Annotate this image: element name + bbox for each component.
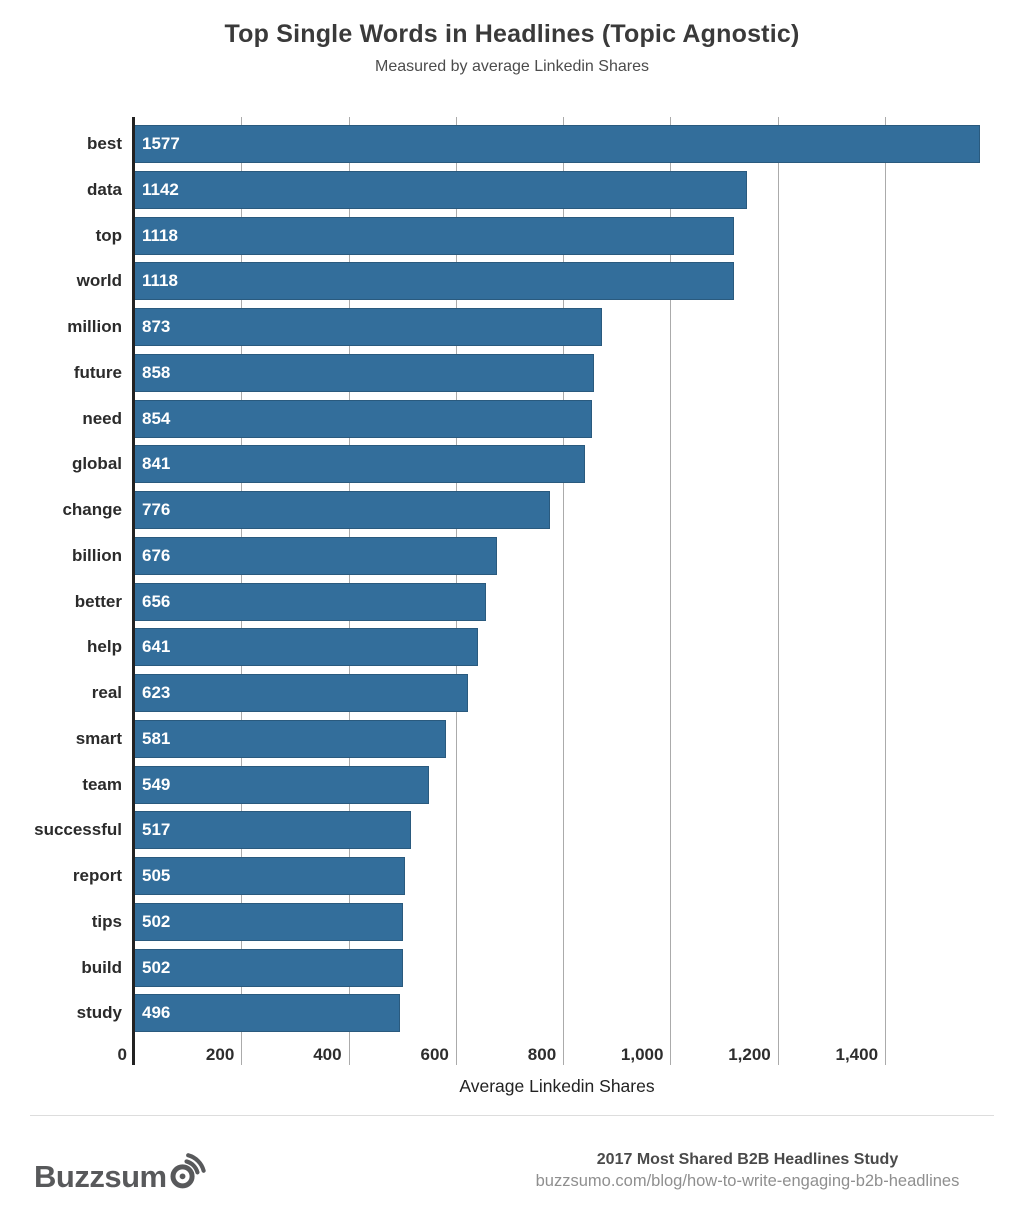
y-axis-line [132, 117, 135, 1065]
buzzsumo-logo: Buzzsum [34, 1150, 208, 1195]
bar: 517 [134, 811, 412, 850]
bar: 502 [134, 902, 404, 941]
bar-value-label: 1142 [142, 179, 179, 199]
bar: 505 [134, 857, 405, 895]
bar-value-label: 581 [142, 728, 171, 748]
bar-value-label: 676 [142, 545, 171, 565]
study-title: 2017 Most Shared B2B Headlines Study [596, 1151, 899, 1168]
source-url: buzzsumo.com/blog/how-to-write-engaging-… [535, 1172, 960, 1190]
bar: 1577 [134, 125, 980, 163]
gridline [777, 117, 779, 1065]
category-label: top [95, 225, 122, 245]
bar-value-label: 505 [142, 866, 171, 885]
category-label: real [91, 683, 122, 702]
bar-value-label: 502 [142, 911, 171, 931]
category-label: build [81, 957, 122, 977]
bar-value-label: 656 [142, 591, 171, 611]
bar: 873 [134, 308, 603, 346]
bar: 496 [134, 994, 401, 1033]
category-label: world [76, 271, 122, 291]
gridline [885, 117, 887, 1065]
bar-value-label: 623 [142, 683, 171, 702]
bar: 502 [134, 948, 404, 987]
x-tick-label: 200 [205, 1045, 235, 1064]
bar: 623 [134, 674, 469, 712]
buzzsumo-wordmark: Buzzsum [34, 1159, 167, 1194]
category-label: smart [75, 728, 122, 748]
category-label: study [76, 1003, 122, 1023]
category-label: data [87, 179, 122, 199]
x-tick-label: 400 [313, 1045, 342, 1064]
category-label: successful [34, 820, 122, 840]
category-label: global [71, 454, 122, 474]
x-tick-label: 800 [527, 1045, 557, 1064]
category-label: need [82, 408, 122, 428]
footer-divider [30, 1115, 994, 1116]
category-label: report [72, 866, 122, 885]
x-tick-label: 1,000 [620, 1045, 664, 1064]
bar: 776 [134, 491, 551, 529]
x-tick-label: 600 [420, 1045, 449, 1064]
category-label: help [87, 637, 122, 657]
bar: 641 [134, 628, 478, 667]
gridline [670, 117, 672, 1065]
category-label: future [73, 362, 122, 382]
bar-value-label: 496 [142, 1003, 171, 1023]
x-tick-label: 1,400 [835, 1045, 879, 1064]
category-label: change [62, 500, 122, 519]
category-label: team [82, 774, 122, 794]
bar-value-label: 854 [142, 408, 171, 428]
bar-value-label: 873 [142, 317, 171, 336]
footer-credit: 2017 Most Shared B2B Headlines Study buz… [510, 1150, 985, 1192]
bar: 549 [134, 765, 429, 804]
bar: 858 [134, 353, 595, 392]
plot-area: best 1577 data 1142 top 1118 world 1118 million 8… [34, 117, 980, 1065]
bar-value-label: 841 [142, 454, 171, 474]
bar-value-label: 776 [142, 500, 171, 519]
bar-value-label: 641 [142, 637, 171, 657]
buzzsumo-signal-o-icon [167, 1150, 208, 1195]
category-label: million [67, 317, 122, 336]
x-tick-label: 0 [117, 1045, 127, 1064]
bar: 1118 [134, 262, 734, 301]
chart-title: Top Single Words in Headlines (Topic Agn… [224, 20, 800, 48]
bar: 1118 [134, 216, 734, 255]
gridline [563, 117, 565, 1065]
bar: 656 [134, 582, 486, 621]
bar: 676 [134, 536, 497, 575]
bar: 841 [134, 445, 586, 484]
bar-value-label: 1118 [142, 225, 178, 245]
x-tick-label: 1,200 [728, 1045, 771, 1064]
bar-value-label: 858 [142, 362, 171, 382]
category-label: billion [71, 545, 122, 565]
bar: 581 [134, 719, 446, 758]
bar-value-label: 502 [142, 957, 171, 977]
chart-subtitle: Measured by average Linkedin Shares [375, 58, 649, 75]
x-axis-label: Average Linkedin Shares [459, 1076, 655, 1096]
category-label: tips [91, 911, 122, 931]
category-label: best [87, 134, 122, 153]
bar-value-label: 1577 [142, 134, 180, 153]
category-label: better [74, 591, 122, 611]
bar-value-label: 549 [142, 774, 171, 794]
bar-value-label: 1118 [142, 271, 178, 291]
bar-value-label: 517 [142, 820, 171, 840]
bar: 1142 [134, 170, 747, 209]
bar: 854 [134, 399, 593, 438]
